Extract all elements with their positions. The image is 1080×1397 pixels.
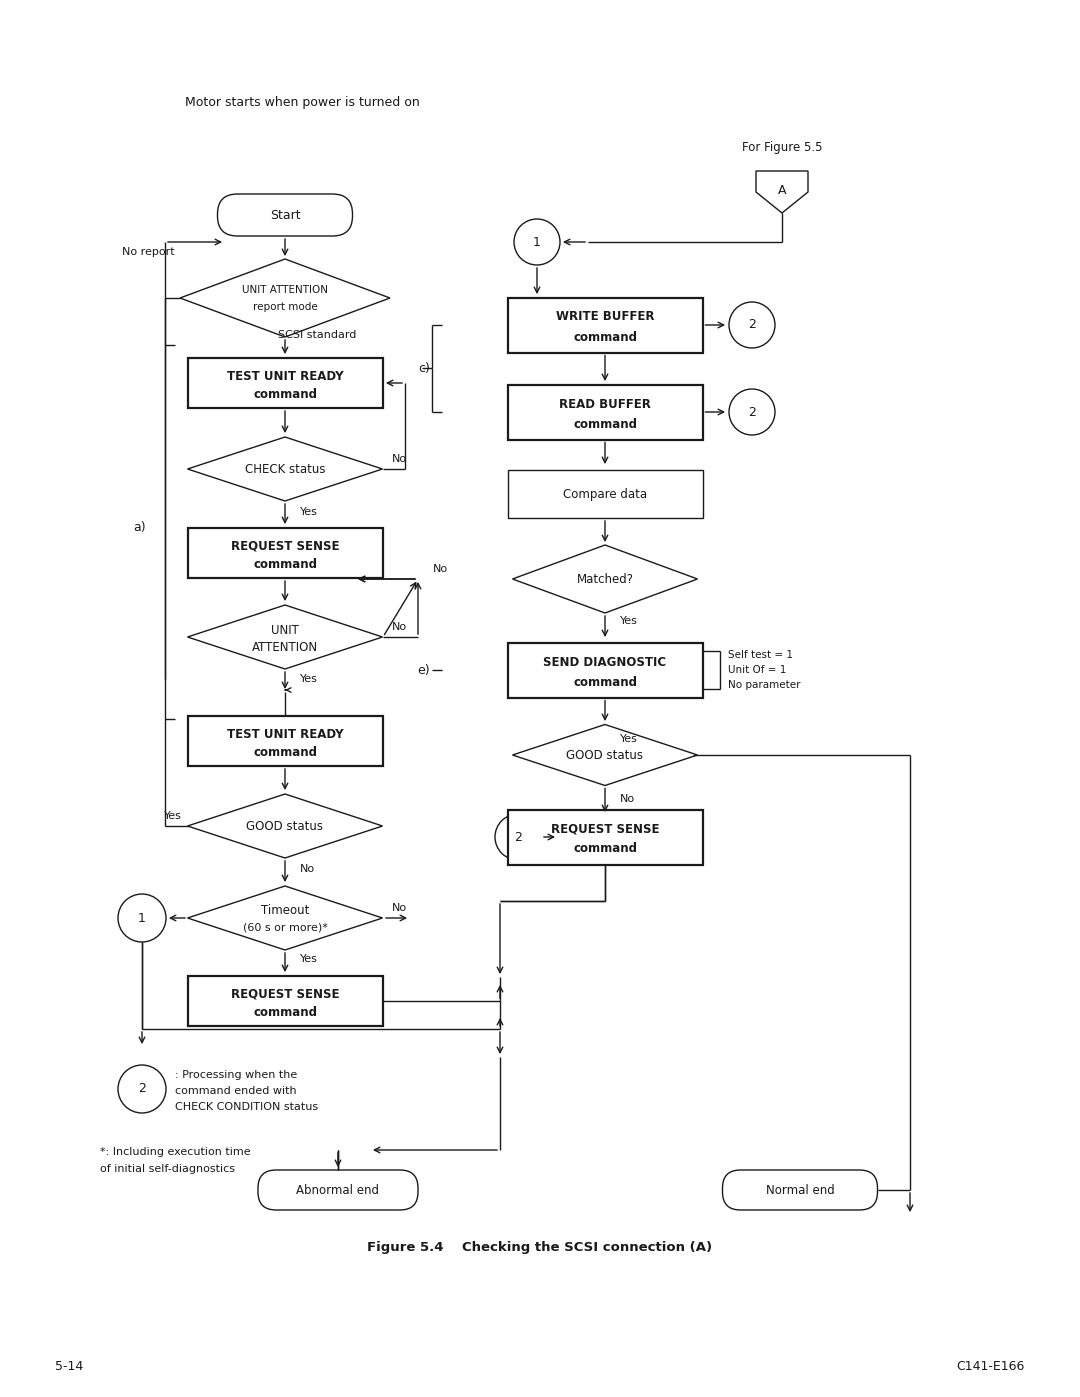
Text: Start: Start: [270, 208, 300, 222]
Text: 2: 2: [748, 319, 756, 331]
Text: Yes: Yes: [620, 616, 638, 626]
FancyBboxPatch shape: [508, 809, 702, 865]
Text: No: No: [392, 902, 407, 914]
Text: Figure 5.4    Checking the SCSI connection (A): Figure 5.4 Checking the SCSI connection …: [367, 1241, 713, 1253]
Text: REQUEST SENSE: REQUEST SENSE: [231, 539, 339, 552]
Text: UNIT ATTENTION: UNIT ATTENTION: [242, 285, 328, 295]
Text: Unit Of = 1: Unit Of = 1: [728, 665, 786, 675]
Text: Yes: Yes: [164, 812, 183, 821]
Text: of initial self-diagnostics: of initial self-diagnostics: [100, 1164, 235, 1173]
Text: report mode: report mode: [253, 302, 318, 312]
FancyBboxPatch shape: [188, 717, 382, 766]
Text: command: command: [253, 746, 318, 759]
Text: Motor starts when power is turned on: Motor starts when power is turned on: [185, 95, 420, 109]
Circle shape: [495, 814, 541, 861]
Text: *: Including execution time: *: Including execution time: [100, 1147, 251, 1157]
Polygon shape: [180, 258, 390, 337]
Text: Abnormal end: Abnormal end: [297, 1183, 379, 1196]
FancyBboxPatch shape: [508, 643, 702, 697]
Polygon shape: [756, 170, 808, 212]
FancyBboxPatch shape: [188, 528, 382, 578]
Text: No: No: [433, 564, 448, 574]
Text: UNIT: UNIT: [271, 623, 299, 637]
Text: No: No: [300, 863, 315, 875]
Text: ATTENTION: ATTENTION: [252, 640, 319, 654]
Text: No: No: [392, 622, 407, 631]
FancyBboxPatch shape: [258, 1171, 418, 1210]
Text: 2: 2: [514, 830, 522, 844]
Circle shape: [118, 1065, 166, 1113]
Text: GOOD status: GOOD status: [246, 820, 324, 833]
FancyBboxPatch shape: [188, 358, 382, 408]
Text: e): e): [417, 664, 430, 676]
Text: SEND DIAGNOSTIC: SEND DIAGNOSTIC: [543, 655, 666, 669]
Text: a): a): [134, 521, 146, 534]
Circle shape: [729, 302, 775, 348]
Text: Yes: Yes: [300, 507, 318, 517]
Text: For Figure 5.5: For Figure 5.5: [742, 141, 822, 154]
Text: 2: 2: [748, 405, 756, 419]
FancyBboxPatch shape: [723, 1171, 877, 1210]
Text: command ended with: command ended with: [175, 1085, 297, 1097]
Text: No report: No report: [122, 247, 175, 257]
Circle shape: [514, 219, 561, 265]
Text: command: command: [573, 418, 637, 430]
Text: command: command: [253, 557, 318, 570]
Text: (60 s or more)*: (60 s or more)*: [243, 923, 327, 933]
Circle shape: [729, 388, 775, 434]
Text: 5-14: 5-14: [55, 1361, 83, 1373]
Text: No: No: [392, 454, 407, 464]
Text: Self test = 1: Self test = 1: [728, 650, 793, 659]
Text: 1: 1: [138, 911, 146, 925]
Text: 1: 1: [534, 236, 541, 249]
Text: command: command: [253, 387, 318, 401]
Text: No: No: [620, 793, 635, 805]
Text: Compare data: Compare data: [563, 488, 647, 500]
Polygon shape: [188, 886, 382, 950]
FancyBboxPatch shape: [508, 384, 702, 440]
Text: Timeout: Timeout: [260, 904, 309, 916]
Polygon shape: [188, 605, 382, 669]
Text: CHECK status: CHECK status: [245, 462, 325, 475]
Polygon shape: [513, 725, 698, 785]
Text: Yes: Yes: [300, 954, 318, 964]
Text: WRITE BUFFER: WRITE BUFFER: [556, 310, 654, 324]
FancyBboxPatch shape: [217, 194, 352, 236]
Text: A: A: [778, 183, 786, 197]
Polygon shape: [188, 793, 382, 858]
Text: command: command: [573, 331, 637, 344]
Circle shape: [118, 894, 166, 942]
FancyBboxPatch shape: [188, 977, 382, 1025]
Text: REQUEST SENSE: REQUEST SENSE: [231, 988, 339, 1000]
Text: GOOD status: GOOD status: [567, 749, 644, 761]
Text: Matched?: Matched?: [577, 573, 634, 585]
Text: READ BUFFER: READ BUFFER: [559, 398, 651, 411]
Text: command: command: [573, 842, 637, 855]
Text: c): c): [418, 362, 430, 374]
Text: command: command: [253, 1006, 318, 1018]
Polygon shape: [188, 437, 382, 502]
Text: Yes: Yes: [300, 673, 318, 685]
Text: C141-E166: C141-E166: [957, 1361, 1025, 1373]
FancyBboxPatch shape: [508, 298, 702, 352]
FancyBboxPatch shape: [508, 469, 702, 518]
Text: Normal end: Normal end: [766, 1183, 835, 1196]
Text: command: command: [573, 676, 637, 689]
Text: : Processing when the: : Processing when the: [175, 1070, 297, 1080]
Polygon shape: [513, 545, 698, 613]
Text: REQUEST SENSE: REQUEST SENSE: [551, 823, 659, 835]
Text: Yes: Yes: [620, 733, 638, 745]
Text: SCSI standard: SCSI standard: [278, 330, 356, 339]
Text: No parameter: No parameter: [728, 680, 800, 690]
Text: TEST UNIT READY: TEST UNIT READY: [227, 728, 343, 740]
Text: TEST UNIT READY: TEST UNIT READY: [227, 369, 343, 383]
Text: 2: 2: [138, 1083, 146, 1095]
Text: CHECK CONDITION status: CHECK CONDITION status: [175, 1102, 319, 1112]
